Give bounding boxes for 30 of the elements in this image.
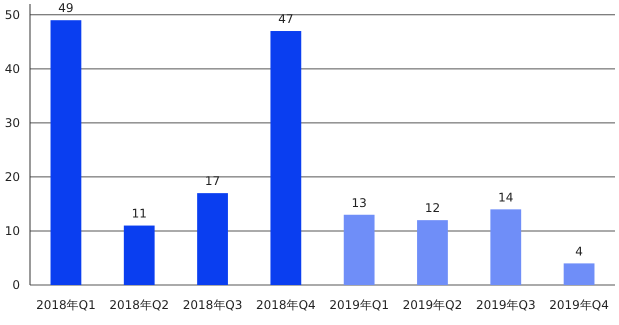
data-label: 4 xyxy=(575,244,583,258)
x-tick-label: 2019年Q2 xyxy=(402,298,462,312)
data-label: 13 xyxy=(352,196,367,210)
y-tick-label: 50 xyxy=(4,8,20,22)
bar xyxy=(50,20,82,285)
data-label: 47 xyxy=(278,12,294,26)
bar xyxy=(344,214,375,285)
data-label: 14 xyxy=(498,190,514,204)
y-tick-label: 0 xyxy=(12,278,20,292)
data-label: 12 xyxy=(424,201,440,216)
x-tick-label: 2018年Q2 xyxy=(109,298,170,312)
data-label: 17 xyxy=(204,174,220,188)
x-tick-label: 2018年Q1 xyxy=(36,298,96,312)
data-label: 49 xyxy=(58,1,74,16)
bar xyxy=(270,31,302,285)
y-tick-label: 30 xyxy=(4,116,20,130)
y-tick-label: 20 xyxy=(4,170,20,184)
data-label: 11 xyxy=(132,206,147,221)
y-tick-label: 10 xyxy=(4,224,20,238)
y-tick-label: 40 xyxy=(4,62,20,76)
x-tick-label: 2019年Q4 xyxy=(549,298,609,312)
bar xyxy=(417,220,448,285)
bar xyxy=(490,209,522,285)
bar xyxy=(564,263,594,285)
x-tick-label: 2018年Q3 xyxy=(182,298,242,312)
x-tick-label: 2019年Q3 xyxy=(476,298,536,312)
x-tick-label: 2018年Q4 xyxy=(256,298,316,312)
bar xyxy=(124,226,155,285)
bar xyxy=(197,193,228,285)
x-tick-label: 2019年Q1 xyxy=(329,298,389,312)
